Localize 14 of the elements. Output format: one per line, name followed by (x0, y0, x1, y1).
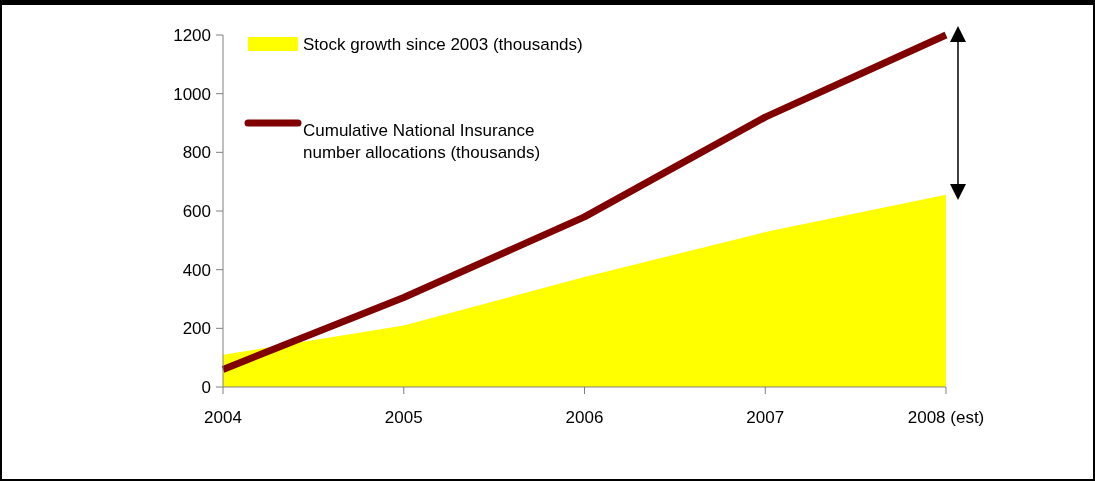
legend-label: Cumulative National Insurance number allocations (thousands) (303, 120, 541, 162)
y-tick-label: 400 (182, 260, 211, 280)
x-tick-label: 2004 (204, 408, 242, 427)
x-tick-label: 2007 (746, 408, 785, 427)
x-tick-label: 2008 (est) (907, 408, 985, 427)
y-tick-label: 1000 (173, 84, 211, 104)
y-tick-label: 600 (182, 201, 211, 221)
legend-label: Stock growth since 2003 (thousands) (303, 34, 583, 54)
y-tick-label: 800 (182, 143, 211, 163)
x-tick-label: 2006 (565, 408, 604, 427)
y-tick-label: 200 (182, 319, 211, 339)
x-tick-label: 2005 (384, 408, 423, 427)
y-tick-label: 1200 (173, 25, 211, 45)
y-tick-label: 0 (201, 377, 211, 397)
